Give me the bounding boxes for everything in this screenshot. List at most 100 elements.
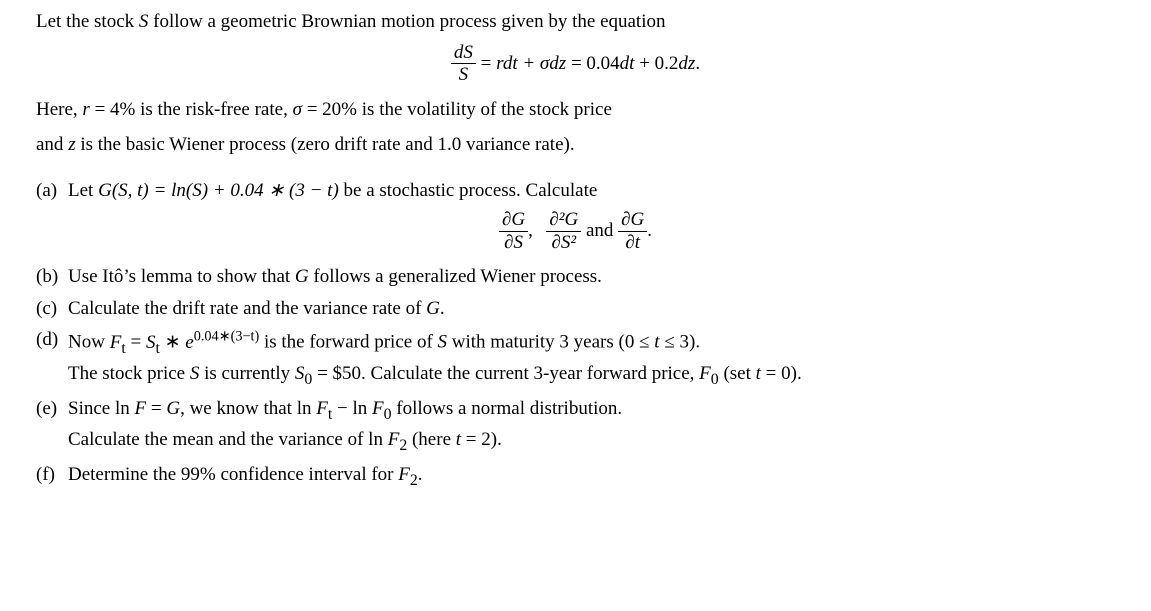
denominator: ∂t bbox=[618, 232, 647, 254]
d2G-dS2: ∂²G ∂S² bbox=[546, 210, 581, 254]
part-body: Determine the 99% confidence interval fo… bbox=[68, 461, 1115, 493]
part-f: (f) Determine the 99% confidence interva… bbox=[36, 461, 1115, 493]
text: Since bbox=[68, 398, 115, 419]
denominator: ∂S bbox=[499, 232, 528, 254]
dot: . bbox=[647, 220, 652, 241]
numeric-rhs: 0.04dt + 0.2dz. bbox=[586, 53, 700, 74]
equals: = bbox=[571, 53, 586, 74]
part-body: Let G(S, t) = ln(S) + 0.04 ∗ (3 − t) be … bbox=[68, 177, 1115, 206]
text: follows a generalized Wiener process. bbox=[309, 266, 602, 287]
text: Let the stock bbox=[36, 11, 139, 32]
dG-dt: ∂G ∂t bbox=[618, 210, 647, 254]
S0-value: = $50 bbox=[312, 363, 361, 384]
range: 0 ≤ t ≤ 3 bbox=[625, 332, 689, 353]
part-b: (b) Use Itô’s lemma to show that G follo… bbox=[36, 263, 1115, 292]
text: is currently bbox=[199, 363, 295, 384]
part-body: Use Itô’s lemma to show that G follows a… bbox=[68, 263, 1115, 292]
exp: e0.04∗(3−t) bbox=[185, 332, 259, 353]
var-St: St bbox=[146, 332, 160, 353]
text: (here bbox=[407, 429, 456, 450]
numerator: ∂G bbox=[499, 210, 528, 232]
equals: = bbox=[126, 332, 146, 353]
part-e: (e) Since ln F = G, we know that ln Ft −… bbox=[36, 395, 1115, 458]
text: with maturity 3 years ( bbox=[447, 332, 625, 353]
part-d: (d) Now Ft = St ∗ e0.04∗(3−t) is the for… bbox=[36, 326, 1115, 391]
var-S: S bbox=[139, 11, 149, 32]
t-eq-0: t bbox=[756, 363, 761, 384]
var-z: z bbox=[68, 134, 75, 155]
text: Calculate the drift rate and the varianc… bbox=[68, 298, 426, 319]
equals: = bbox=[481, 53, 496, 74]
text: Now bbox=[68, 332, 110, 353]
text: Let bbox=[68, 180, 98, 201]
sigma-equals: σ bbox=[293, 99, 302, 120]
intro-line-3: and z is the basic Wiener process (zero … bbox=[36, 131, 1115, 160]
text: is the basic Wiener process (zero drift … bbox=[76, 134, 575, 155]
text: . Calculate the current 3-year forward p… bbox=[361, 363, 699, 384]
lnF0: ln F0 bbox=[352, 398, 391, 419]
text: ). bbox=[689, 332, 700, 353]
var-Ft: Ft bbox=[110, 332, 126, 353]
text: , we know that bbox=[180, 398, 297, 419]
text: is the volatility of the stock price bbox=[357, 99, 612, 120]
problem-statement: Let the stock S follow a geometric Brown… bbox=[0, 0, 1151, 511]
part-label: (d) bbox=[36, 326, 68, 391]
part-c: (c) Calculate the drift rate and the var… bbox=[36, 295, 1115, 324]
part-label: (e) bbox=[36, 395, 68, 458]
comma: , bbox=[528, 220, 533, 241]
text: follows a normal distribution. bbox=[392, 398, 623, 419]
dG-dS: ∂G ∂S bbox=[499, 210, 528, 254]
var-S: S bbox=[438, 332, 448, 353]
text: ). bbox=[491, 429, 502, 450]
rdt-sigma-dz: rdt + σdz bbox=[496, 53, 566, 74]
lnFt: ln Ft bbox=[297, 398, 333, 419]
part-a-derivatives: ∂G ∂S , ∂²G ∂S² and ∂G ∂t . bbox=[36, 210, 1115, 254]
text: is the risk-free rate, bbox=[135, 99, 292, 120]
part-e-line-1: Since ln F = G, we know that ln Ft − ln … bbox=[68, 395, 1115, 427]
var-S: S bbox=[190, 363, 200, 384]
text: . bbox=[440, 298, 445, 319]
star: ∗ bbox=[160, 332, 185, 353]
text: Use Itô’s lemma to show that bbox=[68, 266, 295, 287]
text: . bbox=[418, 464, 423, 485]
part-label: (a) bbox=[36, 177, 68, 206]
fraction-dS-S: dS S bbox=[451, 43, 476, 87]
text: (set bbox=[719, 363, 756, 384]
intro-line-2: Here, r = 4% is the risk-free rate, σ = … bbox=[36, 96, 1115, 125]
var-F2: F2 bbox=[398, 464, 418, 485]
var-F0: F0 bbox=[699, 363, 719, 384]
part-d-line-2: The stock price S is currently S0 = $50.… bbox=[68, 360, 1115, 392]
denominator: S bbox=[451, 64, 476, 86]
lnF-eq-G: ln F = G bbox=[115, 398, 180, 419]
part-label: (b) bbox=[36, 263, 68, 292]
var-S0: S0 bbox=[295, 363, 312, 384]
intro-line-1: Let the stock S follow a geometric Brown… bbox=[36, 8, 1115, 37]
part-body: Calculate the drift rate and the varianc… bbox=[68, 295, 1115, 324]
text: Calculate the mean and the variance of bbox=[68, 429, 368, 450]
text: is the forward price of bbox=[259, 332, 437, 353]
part-body: Now Ft = St ∗ e0.04∗(3−t) is the forward… bbox=[68, 326, 1115, 391]
var-G: G bbox=[426, 298, 440, 319]
gbm-equation: dS S = rdt + σdz = 0.04dt + 0.2dz. 0.04d… bbox=[36, 43, 1115, 87]
numerator: dS bbox=[451, 43, 476, 65]
part-label: (f) bbox=[36, 461, 68, 493]
part-a: (a) Let G(S, t) = ln(S) + 0.04 ∗ (3 − t)… bbox=[36, 177, 1115, 206]
denominator: ∂S² bbox=[546, 232, 581, 254]
lnF2: ln F2 bbox=[368, 429, 407, 450]
G-definition: G(S, t) = ln(S) + 0.04 ∗ (3 − t) bbox=[98, 180, 339, 201]
text: ). bbox=[791, 363, 802, 384]
text: be a stochastic process. Calculate bbox=[339, 180, 598, 201]
text: Here, bbox=[36, 99, 82, 120]
text: The stock price bbox=[68, 363, 190, 384]
numerator: ∂²G bbox=[546, 210, 581, 232]
t-eq-2: t bbox=[456, 429, 461, 450]
text: follow a geometric Brownian motion proce… bbox=[148, 11, 665, 32]
r-equals: r bbox=[82, 99, 89, 120]
part-d-line-1: Now Ft = St ∗ e0.04∗(3−t) is the forward… bbox=[68, 326, 1115, 360]
part-body: Since ln F = G, we know that ln Ft − ln … bbox=[68, 395, 1115, 458]
text: Determine the 99% confidence interval fo… bbox=[68, 464, 398, 485]
numerator: ∂G bbox=[618, 210, 647, 232]
minus: − bbox=[332, 398, 352, 419]
text: and bbox=[36, 134, 68, 155]
part-e-line-2: Calculate the mean and the variance of l… bbox=[68, 426, 1115, 458]
